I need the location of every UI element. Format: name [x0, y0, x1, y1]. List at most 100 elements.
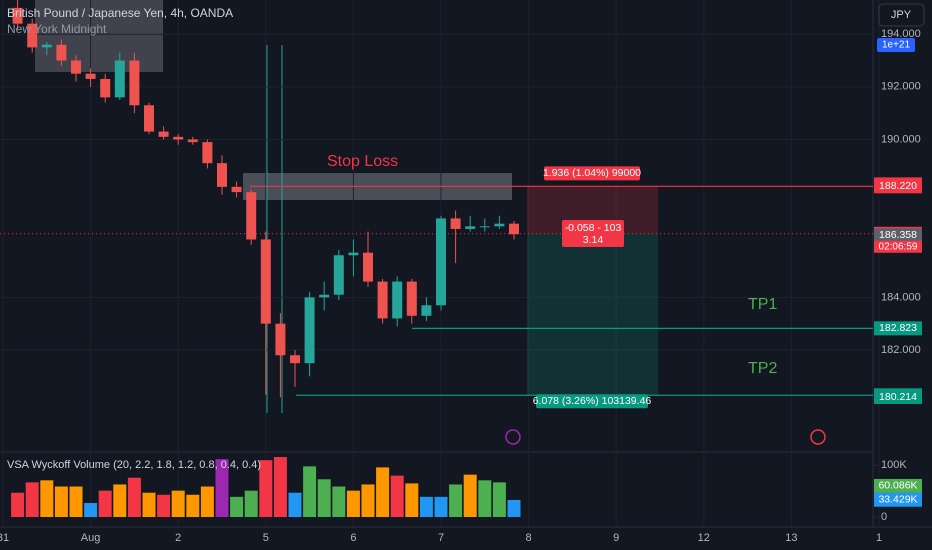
candle-body: [333, 255, 344, 295]
price-label-box: [874, 478, 922, 493]
currency-label[interactable]: JPY: [891, 9, 912, 21]
candle-body: [246, 192, 257, 240]
x-tick-label: Aug: [81, 532, 101, 544]
tp2-label: TP2: [748, 360, 777, 377]
price-label-box: [874, 321, 922, 336]
volume-bar: [244, 490, 258, 517]
volume-bar: [419, 496, 433, 517]
volume-bar: [171, 490, 185, 517]
volume-bar: [186, 494, 200, 517]
y-tick-label: 184.000: [881, 291, 921, 303]
candle-body: [363, 252, 373, 282]
candle-body: [202, 142, 213, 164]
candle-body: [114, 60, 125, 98]
event-icon[interactable]: [505, 429, 521, 445]
candle-body: [479, 226, 490, 228]
reward-label: 6.078 (3.26%) 103139.46: [533, 395, 652, 407]
candle-body: [319, 294, 330, 298]
price-label: 60.086K: [878, 480, 917, 492]
volume-bar: [127, 477, 141, 517]
tp1-label: TP1: [748, 296, 777, 313]
volume-bar: [259, 460, 273, 517]
volume-bar: [11, 492, 25, 517]
price-label-box: [874, 179, 922, 194]
candle-body: [450, 218, 461, 229]
price-label: 33.429K: [878, 494, 917, 506]
range-box: [35, 0, 163, 72]
volume-bar: [478, 480, 492, 517]
currency-button[interactable]: [878, 3, 925, 27]
status-box: [562, 220, 624, 247]
risk-label-box: [544, 166, 640, 181]
x-tick-label: 12: [698, 532, 710, 544]
countdown-box: [874, 240, 922, 253]
price-label: 188.220: [879, 180, 917, 192]
volume-bar: [449, 484, 463, 517]
risk-label: 1.936 (1.04%) 99000: [543, 167, 641, 179]
y-tick-label: 100K: [881, 459, 907, 471]
candle-body: [406, 281, 417, 316]
ratio-label: 3.14: [583, 234, 604, 246]
candle-body: [421, 305, 432, 316]
y-tick-label: 182.000: [881, 344, 921, 356]
stop-loss-label: Stop Loss: [327, 153, 398, 170]
candle-body: [377, 281, 388, 319]
plot: 194.000 192.000 190.000 184.000 182.000 31 Aug…: [0, 0, 922, 544]
volume-bar: [84, 503, 98, 517]
volume-bar: [390, 475, 404, 517]
candle-body: [392, 281, 403, 319]
x-tick-label: 1: [876, 532, 882, 544]
session-label: New York Midnight: [7, 22, 107, 36]
candle-body: [304, 297, 315, 364]
x-tick-label: 8: [526, 532, 532, 544]
volume-bar: [157, 494, 171, 517]
volume-bar: [40, 480, 54, 517]
countdown: 02:06:59: [879, 241, 918, 252]
volume-bar: [332, 486, 346, 517]
volume-bar: [54, 486, 68, 517]
price-label: 180.214: [879, 391, 917, 403]
x-tick-label: 31: [0, 532, 9, 544]
volume-bar: [113, 484, 127, 517]
reward-label-box: [536, 394, 648, 409]
candle-body: [231, 186, 242, 193]
candle-body: [12, 7, 23, 24]
symbol-title: British Pound / Japanese Yen, 4h, OANDA: [7, 6, 233, 20]
volume-bar: [25, 482, 39, 517]
candle-body: [465, 226, 476, 229]
scale-badge-label: 1e+21: [882, 40, 911, 51]
volume-bar: [273, 457, 287, 517]
volume-bar: [492, 482, 506, 517]
candle-body: [100, 78, 111, 98]
volume-bar: [346, 490, 360, 517]
candle-body: [436, 218, 446, 306]
candle-body: [260, 239, 271, 324]
candle-body: [144, 105, 154, 132]
volume-bar: [98, 490, 112, 517]
volume-bar: [230, 496, 244, 517]
y-tick-label: 194.000: [881, 28, 921, 40]
price-label-box: [874, 228, 922, 243]
x-tick-label: 9: [613, 532, 619, 544]
volume-bar: [463, 474, 477, 517]
scale-badge: [877, 38, 915, 52]
volume-bar: [405, 483, 419, 517]
volume-bar: [376, 467, 390, 517]
x-tick-label: 13: [785, 532, 797, 544]
candle-body: [41, 44, 52, 48]
y-tick-label: 192.000: [881, 81, 921, 93]
reward-zone: [527, 233, 658, 396]
volume-bar: [317, 479, 331, 517]
candle-body: [187, 139, 198, 143]
price-label: 182.823: [879, 322, 917, 334]
volume-bar: [200, 486, 214, 517]
indicator-title: VSA Wyckoff Volume (20, 2.2, 1.8, 1.2, 0…: [7, 459, 261, 471]
candle-body: [173, 136, 184, 140]
event-icon[interactable]: [810, 429, 826, 445]
volume-bar: [434, 496, 448, 517]
price-label: 186.358: [879, 229, 917, 241]
candle-body: [509, 223, 519, 235]
volume-bar: [215, 459, 229, 517]
x-tick-label: 6: [350, 532, 356, 544]
